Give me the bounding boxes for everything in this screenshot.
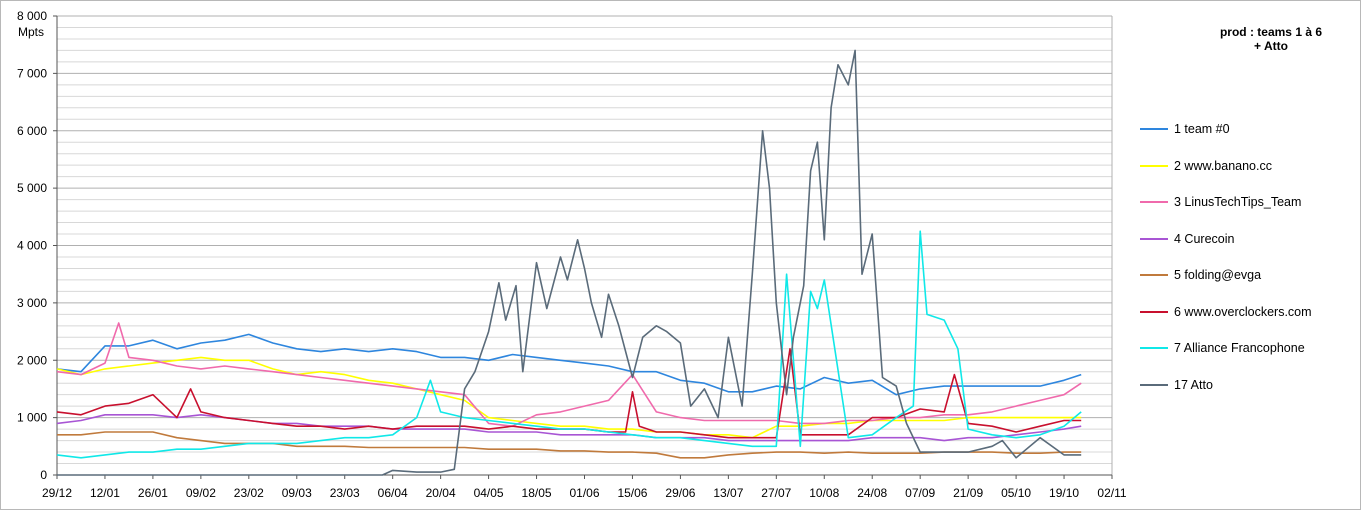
legend-item: 6 www.overclockers.com [1140,303,1312,321]
legend-item: 2 www.banano.cc [1140,157,1272,175]
legend-item: 17 Atto [1140,376,1213,394]
x-tick-label: 18/05 [522,486,552,500]
legend-swatch [1140,274,1168,276]
x-tick-label: 19/10 [1049,486,1079,500]
chart-title-line-2: + Atto [1254,39,1288,53]
y-tick-label: 5 000 [17,181,47,195]
x-tick-label: 26/01 [138,486,168,500]
y-tick-label: 8 000 [17,9,47,23]
chart-title-line-1: prod : teams 1 à 6 [1219,25,1323,39]
legend-label: 1 team #0 [1174,122,1230,136]
x-tick-label: 07/09 [905,486,935,500]
series-line-3 [56,322,1082,428]
x-tick-label: 09/02 [186,486,216,500]
x-tick-label: 12/01 [90,486,120,500]
y-axis-label: Mpts [18,25,44,39]
legend-label: 3 LinusTechTips_Team [1174,195,1302,209]
series-line-7 [56,230,1082,459]
y-tick-label: 1 000 [17,411,47,425]
series-line-8 [57,49,1082,476]
x-tick-label: 23/03 [330,486,360,500]
x-tick-label: 29/06 [665,486,695,500]
legend-swatch [1140,347,1168,349]
x-tick-label: 10/08 [809,486,839,500]
legend-item: 5 folding@evga [1140,266,1261,284]
x-tick-label: 09/03 [282,486,312,500]
axes [56,16,1113,479]
legend-swatch [1140,237,1168,240]
series-line-5 [57,431,1082,459]
series-line-1 [56,333,1082,396]
x-tick-label: 29/12 [42,486,72,500]
legend-swatch [1140,383,1168,386]
y-tick-label: 6 000 [17,124,47,138]
x-tick-label: 20/04 [426,486,456,500]
x-tick-label: 05/10 [1001,486,1031,500]
legend-label: 2 www.banano.cc [1174,158,1272,173]
y-axis-tick-labels: 0 1 000 2 000 3 000 4 000 5 000 6 000 7 000 8 00… [17,9,57,482]
legend-item: 1 team #0 [1140,120,1230,138]
legend-swatch [1140,201,1168,203]
series-line-2 [56,356,1082,439]
legend-item: 7 Alliance Francophone [1140,339,1305,357]
x-tick-label: 15/06 [617,486,647,500]
y-tick-label: 4 000 [17,239,47,253]
x-tick-label: 21/09 [953,486,983,500]
legend-label: 6 www.overclockers.com [1174,304,1312,319]
x-axis-tick-labels: 29/12 12/01 26/01 09/02 23/02 09/03 23/03 06/04… [42,486,1127,500]
x-tick-label: 01/06 [569,486,599,500]
x-tick-label: 04/05 [474,486,504,500]
legend-label: 17 Atto [1174,377,1213,392]
x-tick-label: 06/04 [378,486,408,500]
x-tick-label: 27/07 [761,486,791,500]
legend-swatch [1140,310,1168,313]
x-tick-label: 23/02 [234,486,264,500]
legend-swatch [1140,128,1168,130]
chart-title: prod : teams 1 à 6 + Atto [1196,25,1346,53]
series-line-4 [56,413,1082,442]
y-tick-label: 7 000 [17,66,47,80]
legend-label: 7 Alliance Francophone [1174,341,1305,355]
legend-swatch [1140,164,1168,167]
legend-item: 4 Curecoin [1140,230,1234,248]
x-tick-label: 02/11 [1097,486,1126,500]
legend-label: 5 folding@evga [1174,268,1262,282]
series-line-6 [56,347,1082,439]
legend-item: 3 LinusTechTips_Team [1140,193,1301,211]
x-tick-label: 24/08 [857,486,887,500]
y-tick-label: 2 000 [17,353,47,367]
y-tick-label: 3 000 [17,296,47,310]
x-tick-label: 13/07 [713,486,743,500]
series-lines [56,49,1082,476]
y-tick-label: 0 [40,468,47,482]
legend-label: 4 Curecoin [1174,231,1235,246]
